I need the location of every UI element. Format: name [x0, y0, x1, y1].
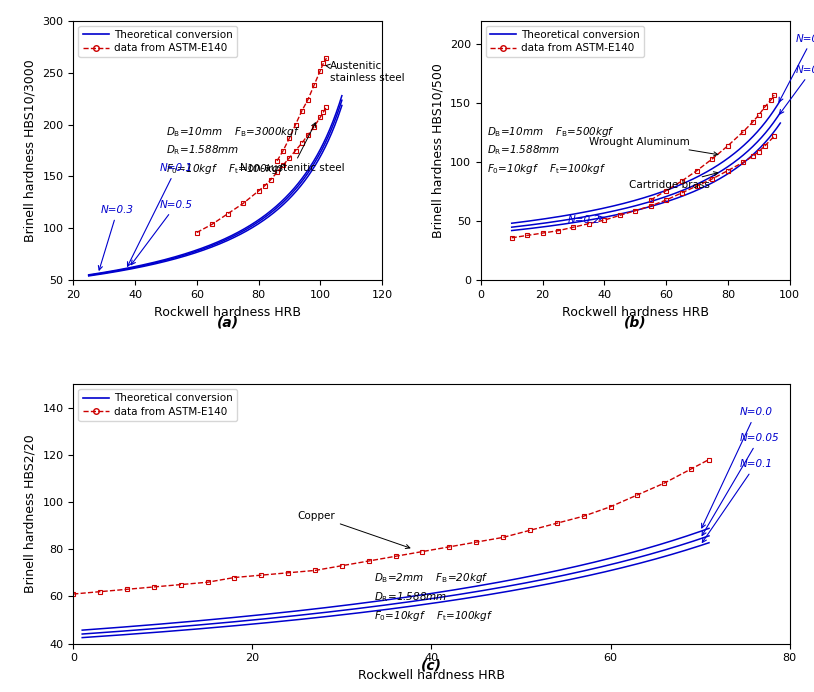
Legend: Theoretical conversion, data from ASTM-E140: Theoretical conversion, data from ASTM-E… [78, 26, 237, 57]
Y-axis label: Brinell hardness HBS10/3000: Brinell hardness HBS10/3000 [24, 59, 37, 242]
Text: N=0.05: N=0.05 [702, 433, 779, 536]
Text: (a): (a) [217, 316, 239, 330]
Text: Austenitic
stainless steel: Austenitic stainless steel [326, 62, 405, 83]
Text: N=0.5: N=0.5 [131, 199, 193, 264]
Text: (b): (b) [624, 316, 646, 330]
X-axis label: Rockwell hardness HRB: Rockwell hardness HRB [154, 306, 301, 318]
Text: N=0.0: N=0.0 [779, 33, 814, 102]
Text: N=0.2: N=0.2 [567, 215, 603, 225]
Text: N=0.0: N=0.0 [702, 407, 772, 528]
Y-axis label: Brinell hardness HBS2/20: Brinell hardness HBS2/20 [24, 435, 37, 593]
Text: Cartridge brass: Cartridge brass [629, 172, 718, 190]
Text: $D_{\rm B}$=10mm    $F_{\rm B}$=500kgf
$D_{\rm R}$=1.588mm
$F_{\rm 0}$=10kgf    : $D_{\rm B}$=10mm $F_{\rm B}$=500kgf $D_{… [487, 125, 615, 176]
X-axis label: Rockwell hardness HRB: Rockwell hardness HRB [358, 669, 505, 682]
Text: Non-austenitic steel: Non-austenitic steel [240, 122, 344, 173]
Text: (c): (c) [421, 659, 442, 673]
Legend: Theoretical conversion, data from ASTM-E140: Theoretical conversion, data from ASTM-E… [78, 390, 237, 421]
Text: $D_{\rm B}$=10mm    $F_{\rm B}$=3000kgf
$D_{\rm R}$=1.588mm
$F_{\rm 0}$=10kgf   : $D_{\rm B}$=10mm $F_{\rm B}$=3000kgf $D_… [166, 125, 300, 176]
X-axis label: Rockwell hardness HRB: Rockwell hardness HRB [562, 306, 709, 318]
Y-axis label: Brinell hardness HBS10/500: Brinell hardness HBS10/500 [431, 63, 444, 238]
Text: N=0.1: N=0.1 [702, 459, 772, 543]
Text: $D_{\rm B}$=2mm    $F_{\rm B}$=20kgf
$D_{\rm R}$=1.588mm
$F_{\rm 0}$=10kgf    $F: $D_{\rm B}$=2mm $F_{\rm B}$=20kgf $D_{\r… [374, 571, 493, 623]
Text: N=0.1: N=0.1 [780, 64, 814, 114]
Text: Wrought Aluminum: Wrought Aluminum [589, 136, 718, 156]
Text: Copper: Copper [297, 511, 410, 549]
Legend: Theoretical conversion, data from ASTM-E140: Theoretical conversion, data from ASTM-E… [486, 26, 645, 57]
Text: N=0.1: N=0.1 [128, 163, 193, 266]
Text: N=0.3: N=0.3 [98, 205, 134, 270]
